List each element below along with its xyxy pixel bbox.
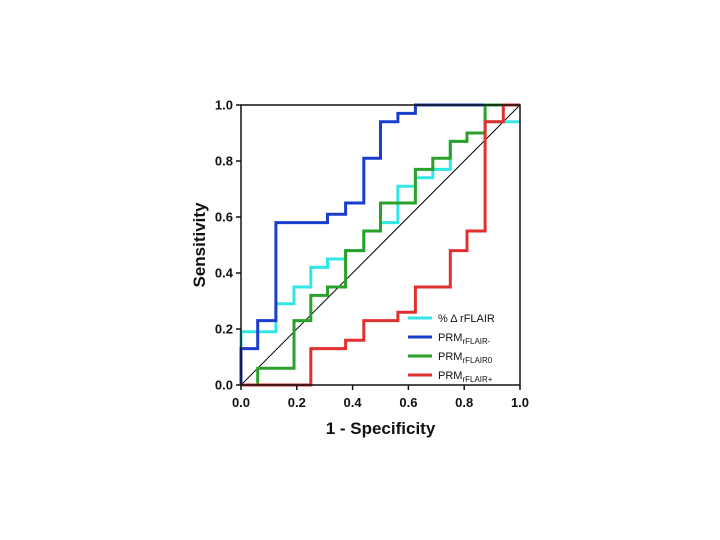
legend: % Δ rFLAIR PRMrFLAIR- PRMrFLAIR0 PRMrFLAIR+: [408, 313, 495, 384]
x-tick-label: 0.8: [455, 395, 473, 410]
x-tick-label: 0.0: [232, 395, 250, 410]
y-tick-label: 0.4: [215, 266, 234, 281]
y-tick-label: 1.0: [215, 98, 233, 113]
y-tick-label: 0.0: [215, 378, 233, 393]
plot-frame: [240, 104, 521, 386]
roc-curve-3: [241, 103, 520, 387]
x-axis-label: 1 - Specificity: [326, 419, 436, 438]
x-tick-label: 0.6: [399, 395, 417, 410]
x-tick-label: 0.2: [288, 395, 306, 410]
legend-label-0: % Δ rFLAIR: [438, 313, 495, 325]
roc-curve-1: [239, 103, 520, 385]
roc-curve-2: [241, 103, 520, 387]
y-tick-label: 0.8: [215, 154, 233, 169]
x-tick-label: 1.0: [511, 395, 529, 410]
y-axis-label: Sensitivity: [190, 202, 209, 288]
y-tick-label: 0.6: [215, 210, 233, 225]
legend-label-2: PRMrFLAIR0: [438, 351, 493, 365]
legend-label-1: PRMrFLAIR-: [438, 332, 491, 346]
x-tick-label: 0.4: [344, 395, 363, 410]
y-tick-label: 0.2: [215, 322, 233, 337]
reference-diagonal: [240, 104, 521, 386]
legend-label-3: PRMrFLAIR+: [438, 370, 493, 384]
